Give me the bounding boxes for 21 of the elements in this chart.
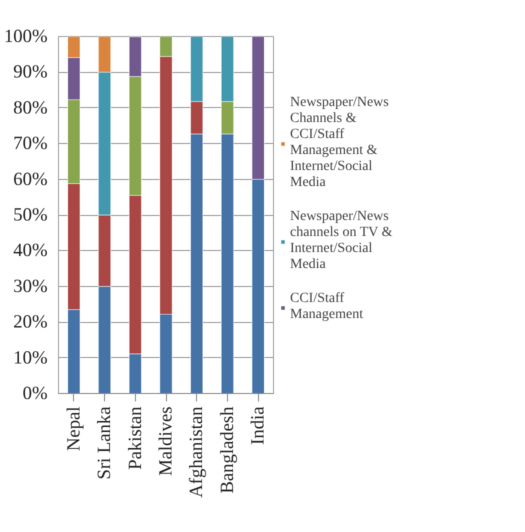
y-tick-label: 50%: [13, 204, 48, 226]
y-tick-label: 90%: [13, 62, 48, 83]
y-tick-label: 30%: [13, 276, 48, 297]
legend-label: CCI/Staff Management: [290, 291, 364, 323]
y-tick-label: 60%: [13, 168, 48, 190]
x-tick-label: Afghanistan: [186, 406, 208, 498]
y-tick-label: 10%: [13, 347, 48, 368]
legend-label: Newspaper/News channels on TV & Internet/Social Media: [290, 209, 393, 273]
x-tick-label: India: [248, 406, 269, 445]
x-tick-label: Maldives: [156, 406, 176, 476]
y-tick-label: 80%: [13, 97, 48, 118]
y-tick-label: 20%: [13, 312, 48, 333]
x-tick-label: Sri Lanka: [94, 406, 116, 480]
y-tick-label: 40%: [13, 240, 48, 262]
y-tick-label: 0%: [22, 383, 48, 404]
x-tick-label: Pakistan: [124, 406, 146, 470]
x-tick-label: Bangladesh: [216, 406, 238, 494]
y-tick-label: 100%: [4, 26, 48, 47]
x-tick-label: Nepal: [63, 406, 84, 452]
y-tick-label: 70%: [13, 133, 48, 154]
legend-label: Newspaper/News Channels & CCI/Staff Management & Internet/Social Media: [290, 95, 389, 191]
